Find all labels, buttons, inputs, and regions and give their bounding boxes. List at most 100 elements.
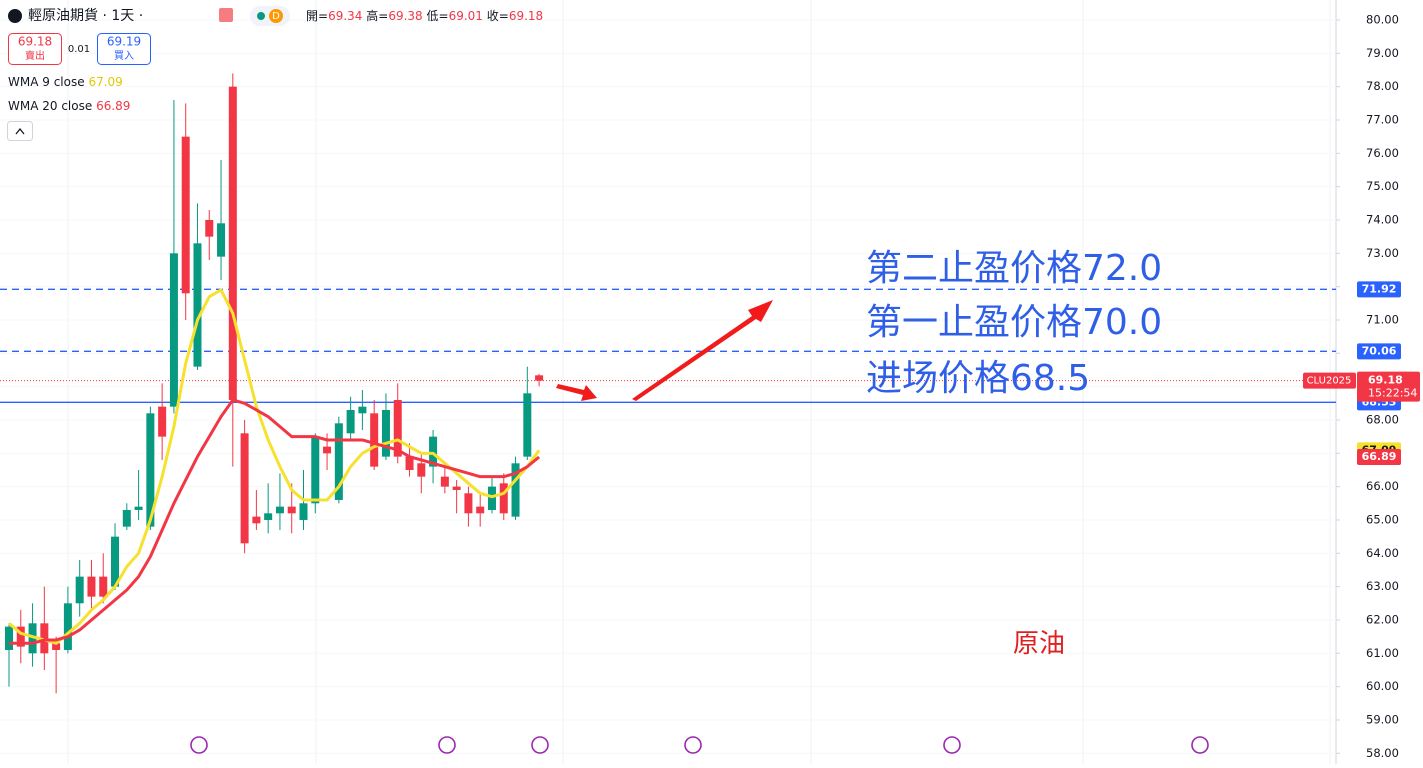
candle-body bbox=[334, 423, 343, 500]
buy-label: 買入 bbox=[114, 50, 134, 62]
ohlc-value: 69.01 bbox=[449, 9, 483, 23]
candle-body bbox=[311, 436, 320, 504]
y-tick-label: 71.00 bbox=[1366, 312, 1399, 326]
ohlc-value: 69.18 bbox=[509, 9, 543, 23]
legend-value: 67.09 bbox=[88, 75, 122, 89]
candle-body bbox=[99, 576, 108, 597]
y-tick-label: 80.00 bbox=[1366, 13, 1399, 27]
candle-body bbox=[275, 506, 284, 514]
plot bbox=[0, 19, 1336, 754]
candle-body bbox=[111, 536, 120, 587]
sell-button[interactable] bbox=[8, 33, 62, 65]
candle-body bbox=[63, 603, 72, 650]
candle-body bbox=[487, 486, 496, 510]
buy-button[interactable] bbox=[97, 33, 151, 65]
ohlc-value: 69.34 bbox=[328, 9, 362, 23]
candle-body bbox=[134, 506, 143, 510]
candle-body bbox=[193, 243, 202, 367]
legend-entry: WMA 9 close 67.09 bbox=[8, 75, 123, 89]
big-arrow bbox=[632, 300, 773, 401]
candle-body bbox=[370, 413, 379, 467]
y-tick-label: 77.00 bbox=[1366, 112, 1399, 126]
event-icon[interactable] bbox=[1191, 736, 1209, 754]
candle-body bbox=[52, 643, 61, 650]
candle-body bbox=[287, 506, 296, 514]
y-tick-label: 75.00 bbox=[1366, 179, 1399, 193]
legend-value: 66.89 bbox=[96, 99, 130, 113]
chevron bbox=[15, 127, 25, 135]
candle-body bbox=[28, 623, 37, 654]
y-tick-label: 61.00 bbox=[1366, 646, 1399, 660]
event-icon[interactable] bbox=[190, 736, 208, 754]
legend-name: WMA 9 close bbox=[8, 75, 85, 89]
candle-body bbox=[393, 399, 402, 457]
event-icon[interactable] bbox=[943, 736, 961, 754]
annotation: 第二止盈价格72.0 bbox=[866, 248, 1162, 289]
price-tag bbox=[1357, 448, 1401, 465]
candle-body bbox=[523, 393, 532, 457]
countdown: 15:22:54 bbox=[1368, 387, 1417, 400]
candle-body bbox=[476, 506, 485, 514]
y-tick-label: 74.00 bbox=[1366, 212, 1399, 226]
chart-title: 輕原油期貨 · 1天 · bbox=[28, 7, 143, 24]
candle-body bbox=[499, 483, 508, 514]
y-tick-label: 65.00 bbox=[1366, 512, 1399, 526]
price-tag-label: 66.89 bbox=[1362, 450, 1397, 463]
event-icon[interactable] bbox=[531, 736, 549, 754]
ohlc-label: 收= bbox=[487, 9, 509, 23]
legend-name: WMA 20 close bbox=[8, 99, 92, 113]
candle-body bbox=[240, 433, 249, 544]
y-tick-label: 58.00 bbox=[1366, 746, 1399, 760]
candle-body bbox=[252, 516, 261, 524]
event-icon[interactable] bbox=[438, 736, 456, 754]
ohlc-label: 低= bbox=[427, 9, 449, 23]
ohlc-value: 69.38 bbox=[388, 9, 422, 23]
candle-body bbox=[323, 446, 332, 454]
symbol-icon bbox=[8, 9, 22, 23]
candle-body bbox=[122, 509, 131, 527]
ohlc-label: 開= bbox=[306, 9, 328, 23]
annotation: 进场价格68.5 bbox=[866, 358, 1090, 399]
y-tick-label: 73.00 bbox=[1366, 246, 1399, 260]
y-tick-label: 78.00 bbox=[1366, 79, 1399, 93]
candle-body bbox=[5, 626, 13, 650]
buy-price: 69.19 bbox=[107, 35, 141, 49]
candle-body bbox=[228, 86, 237, 400]
candle-body bbox=[87, 576, 96, 597]
flag-icon[interactable] bbox=[219, 8, 233, 22]
candle-body bbox=[440, 476, 449, 487]
candle-body bbox=[452, 486, 461, 490]
price-axis: 80.00 79.00 78.00 77.00 76.00 75.00 74.00 73.00… bbox=[1303, 13, 1420, 760]
y-tick-label: 63.00 bbox=[1366, 579, 1399, 593]
price-tag bbox=[1357, 281, 1401, 298]
sell-label: 賣出 bbox=[25, 49, 45, 62]
sell-price: 69.18 bbox=[18, 35, 52, 49]
event-icon[interactable] bbox=[684, 736, 702, 754]
candle-body bbox=[358, 406, 367, 414]
candle-body bbox=[181, 136, 190, 294]
ohlc: 開=69.34 高=69.38 低=69.01 收=69.18 bbox=[306, 8, 543, 23]
status-dot bbox=[257, 12, 265, 20]
candle-body bbox=[169, 253, 178, 407]
y-tick-label: 66.00 bbox=[1366, 479, 1399, 493]
candle-body bbox=[158, 406, 167, 437]
y-tick-label: 76.00 bbox=[1366, 146, 1399, 160]
candle-body bbox=[205, 219, 214, 237]
collapse-button[interactable] bbox=[7, 121, 33, 141]
candle-body bbox=[217, 223, 226, 257]
candle-body bbox=[75, 576, 84, 604]
candle-body bbox=[346, 409, 355, 434]
badge-text: D bbox=[272, 11, 280, 22]
event-icons bbox=[190, 736, 1209, 754]
vertical-grid bbox=[67, 0, 1331, 764]
y-tick-label: 59.00 bbox=[1366, 712, 1399, 726]
y-tick-label: 64.00 bbox=[1366, 546, 1399, 560]
candle-body bbox=[535, 375, 544, 381]
candle-body bbox=[40, 623, 49, 654]
arrows bbox=[556, 300, 773, 401]
current-price: 69.18 bbox=[1368, 374, 1403, 387]
legend-entry: WMA 20 close 66.89 bbox=[8, 99, 130, 113]
price-tag-label: 70.06 bbox=[1362, 344, 1397, 357]
